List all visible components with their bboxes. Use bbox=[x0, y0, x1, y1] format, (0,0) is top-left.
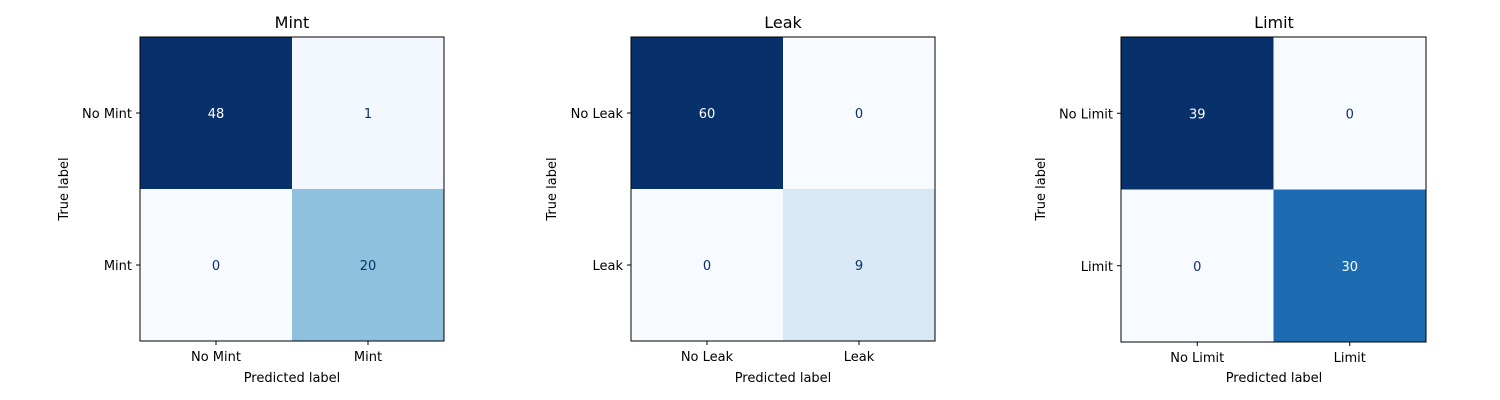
matrix-cell bbox=[140, 189, 293, 342]
plot-frame bbox=[139, 36, 445, 342]
matrix-cell bbox=[1121, 37, 1274, 190]
x-tick-label: Mint bbox=[354, 350, 382, 365]
matrix-cell bbox=[631, 189, 784, 342]
matrix-cell bbox=[292, 189, 445, 342]
matrix-cell bbox=[1273, 37, 1427, 190]
plot-frame bbox=[630, 36, 936, 342]
matrix-cell bbox=[631, 37, 784, 190]
x-tick-label: Leak bbox=[844, 350, 875, 365]
chart-title: Limit bbox=[1254, 13, 1294, 32]
cell-value-label: 48 bbox=[208, 107, 225, 122]
cell-value-label: 0 bbox=[703, 259, 711, 274]
x-tick-label: No Mint bbox=[191, 350, 241, 365]
cell-value-label: 30 bbox=[1341, 260, 1358, 275]
matrix-cell bbox=[292, 37, 445, 190]
x-tick-label: No Leak bbox=[681, 350, 734, 365]
y-tick-label: Leak bbox=[592, 259, 623, 274]
y-axis-label: True label bbox=[57, 157, 72, 221]
x-axis-label: Predicted label bbox=[244, 371, 341, 386]
matrix-cell bbox=[140, 37, 293, 190]
matrix-cell bbox=[783, 189, 936, 342]
y-tick-label: Limit bbox=[1081, 260, 1113, 275]
x-axis-label: Predicted label bbox=[735, 371, 832, 386]
matrix-cell bbox=[1121, 189, 1274, 343]
confusion-matrix-panel: Mint 48 1 0 20 No Mint Mint No Mint Mint Predi… bbox=[57, 13, 445, 386]
y-axis-label: True label bbox=[1034, 157, 1049, 221]
y-tick-label: Mint bbox=[104, 259, 132, 274]
y-tick-label: No Leak bbox=[571, 107, 624, 122]
chart-title: Leak bbox=[764, 13, 802, 32]
matrix-cell bbox=[783, 37, 936, 190]
cell-value-label: 0 bbox=[1193, 260, 1201, 275]
x-axis-label: Predicted label bbox=[1226, 371, 1323, 386]
cell-value-label: 20 bbox=[360, 259, 377, 274]
cell-value-label: 1 bbox=[364, 107, 372, 122]
cell-value-label: 0 bbox=[855, 107, 863, 122]
confusion-matrix-panel: Leak 60 0 0 9 No Leak Leak No Leak Leak Predic… bbox=[545, 13, 936, 386]
cell-value-label: 0 bbox=[212, 259, 220, 274]
plot-frame bbox=[1120, 36, 1427, 343]
y-tick-label: No Limit bbox=[1059, 107, 1113, 122]
cell-value-label: 0 bbox=[1346, 107, 1354, 122]
y-axis-label: True label bbox=[545, 157, 560, 221]
x-tick-label: Limit bbox=[1334, 351, 1366, 366]
cell-value-label: 60 bbox=[699, 107, 716, 122]
y-tick-label: No Mint bbox=[82, 107, 132, 122]
matrix-cell bbox=[1273, 189, 1427, 343]
x-tick-label: No Limit bbox=[1170, 351, 1224, 366]
cell-value-label: 9 bbox=[855, 259, 863, 274]
chart-title: Mint bbox=[275, 13, 310, 32]
cell-value-label: 39 bbox=[1189, 107, 1206, 122]
